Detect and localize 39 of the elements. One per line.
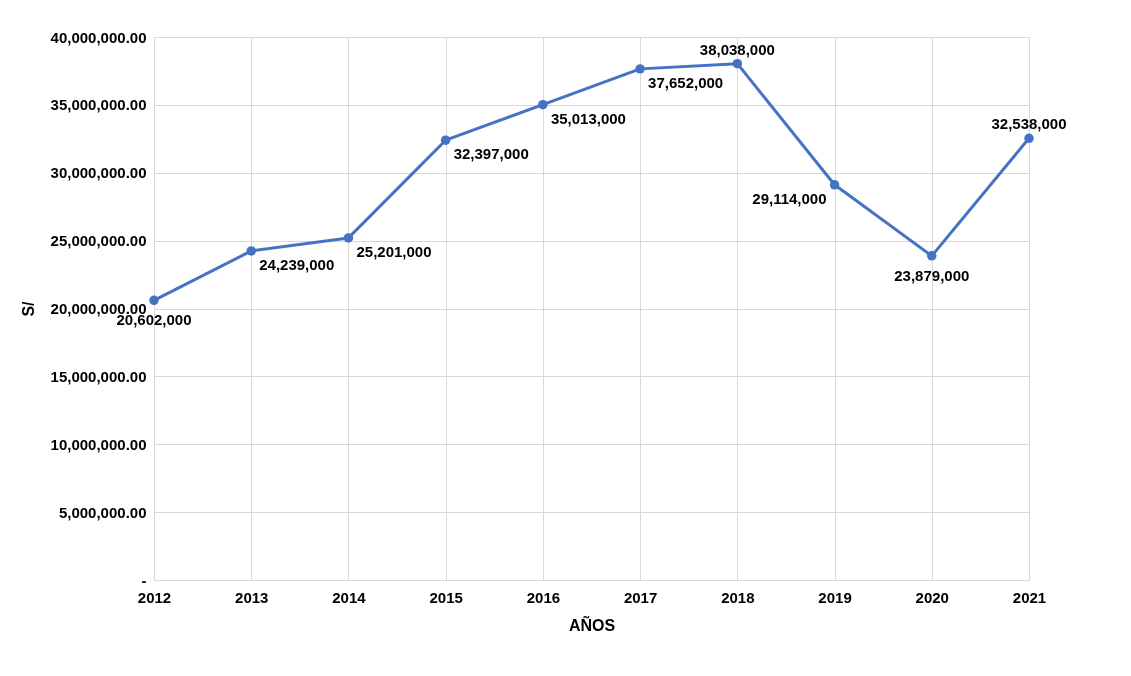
point <box>732 58 743 69</box>
y-tick-label: 30,000,000.00 <box>50 164 147 182</box>
x-axis-title: AÑOS <box>568 614 616 634</box>
point <box>149 295 159 306</box>
point <box>829 180 840 190</box>
x-tick-label: 2017 <box>623 588 658 606</box>
data-label: 29,114,000 <box>752 189 827 207</box>
x-tick-label: 2014 <box>332 588 367 606</box>
x-tick-label: 2020 <box>915 588 949 606</box>
y-tick-label: - <box>141 571 147 589</box>
data-label: 23,879,000 <box>894 266 970 284</box>
data-label: 25,201,000 <box>356 242 432 260</box>
y-tick-label: 25,000,000.00 <box>50 232 147 250</box>
y-tick-label: 10,000,000.00 <box>50 435 147 453</box>
y-tick-label: 5,000,000.00 <box>58 503 147 521</box>
y-tick-label: 15,000,000.00 <box>50 367 147 385</box>
data-label: 38,038,000 <box>699 40 775 58</box>
x-tick-label: 2016 <box>526 588 561 606</box>
x-tick-label: 2018 <box>721 588 755 606</box>
point <box>635 64 645 74</box>
data-label: 24,239,000 <box>259 255 335 273</box>
x-tick-label: 2015 <box>429 588 463 606</box>
point <box>246 246 256 256</box>
data-label: 32,538,000 <box>991 115 1067 133</box>
point <box>1024 133 1034 144</box>
y-tick-label: 35,000,000.00 <box>50 96 147 114</box>
data-label: 35,013,000 <box>550 109 626 127</box>
x-tick-label: 2013 <box>235 588 269 606</box>
x-tick-label: 2012 <box>137 588 172 606</box>
data-label: 37,652,000 <box>648 73 724 91</box>
point <box>440 135 451 145</box>
y-tick-label: 40,000,000.00 <box>50 28 147 46</box>
point <box>927 251 937 261</box>
point <box>343 233 354 243</box>
y-axis-title: S/ <box>19 300 37 317</box>
x-tick-label: 2019 <box>818 588 852 606</box>
x-tick-label: 2021 <box>1012 588 1047 606</box>
point <box>538 99 548 110</box>
data-label: 32,397,000 <box>453 145 529 163</box>
